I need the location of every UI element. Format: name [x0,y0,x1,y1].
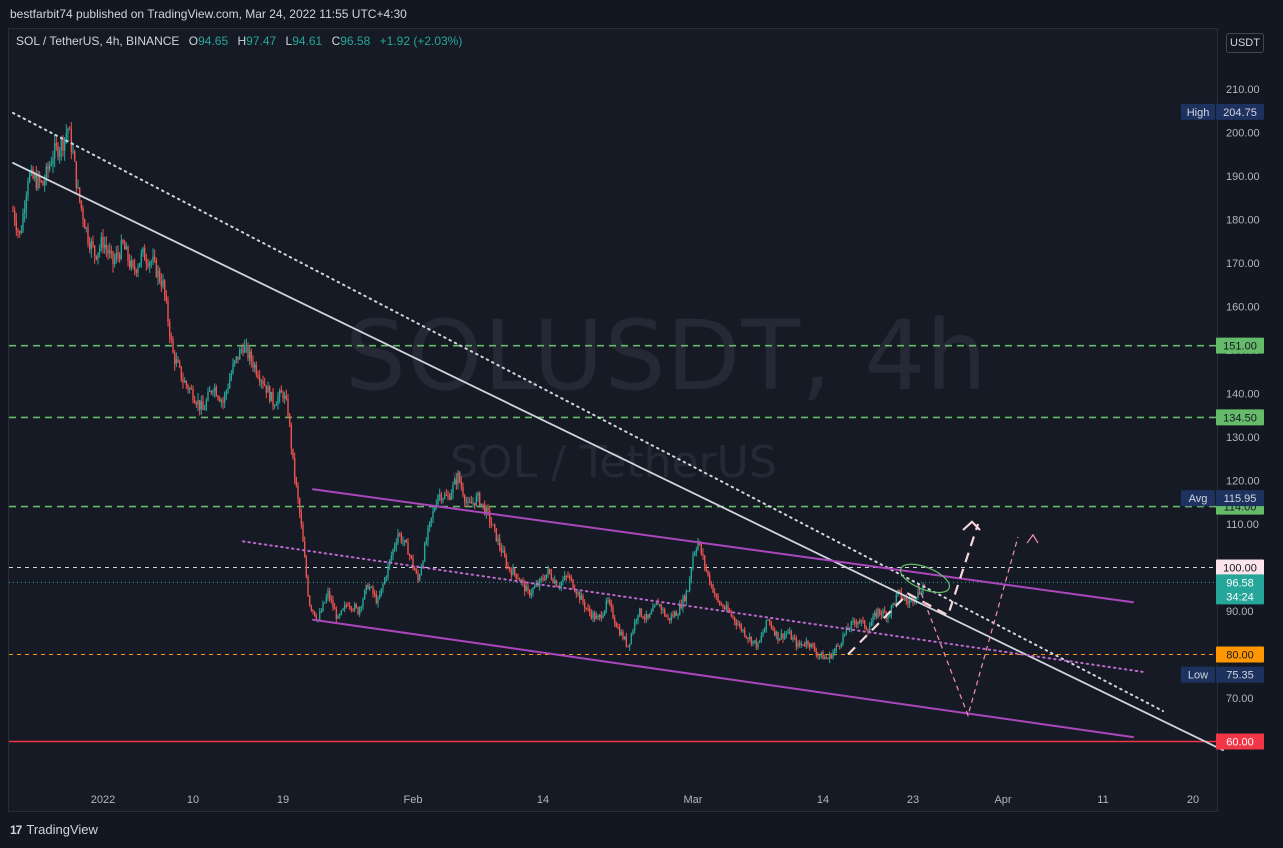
footer [0,815,1283,848]
legend-symbol: SOL / TetherUS, 4h, BINANCE [16,34,180,48]
publish-info: bestfarbit74 published on TradingView.co… [0,0,1283,28]
tradingview-logo-icon: 17 [10,822,22,837]
legend-low-value: 94.61 [292,34,323,48]
tradingview-brand[interactable]: 17 TradingView [10,822,98,837]
currency-button[interactable]: USDT [1226,33,1264,53]
legend-open-value: 94.65 [198,34,229,48]
legend-open-label: O [188,34,199,48]
symbol-description-watermark: SOL / TetherUS [450,437,777,488]
legend-change: +1.92 (+2.03%) [379,34,463,48]
legend-close-value: 96.58 [340,34,371,48]
chart-pane[interactable] [8,28,1218,812]
price-scale[interactable] [1218,28,1283,812]
legend-high-label: H [237,34,247,48]
legend-low-label: L [285,34,293,48]
legend-close-label: C [331,34,341,48]
symbol-watermark: SOLUSDT, 4h [345,300,988,412]
legend-high-value: 97.47 [246,34,277,48]
tradingview-brand-label: TradingView [26,822,98,837]
ohlc-legend: SOL / TetherUS, 4h, BINANCE O94.65 H97.4… [16,32,462,50]
